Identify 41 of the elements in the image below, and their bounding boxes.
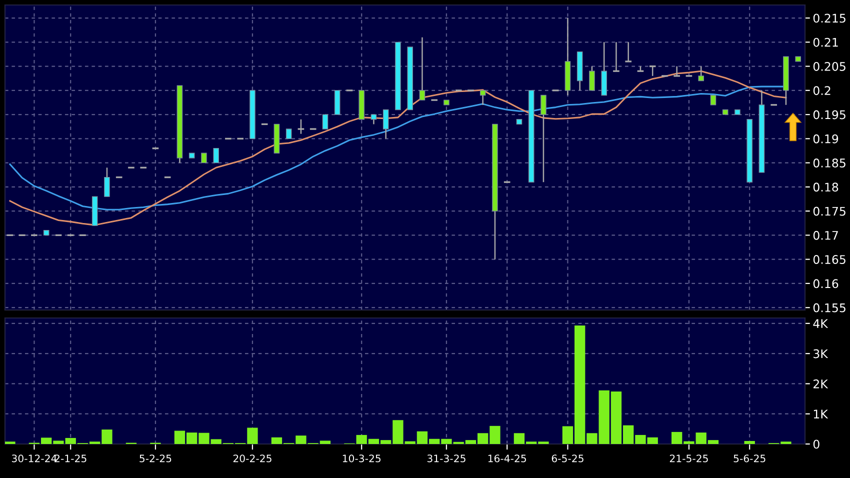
y-tick-label: 0 bbox=[813, 440, 820, 449]
y-tick-label: 4K bbox=[813, 319, 828, 328]
y-tick-label: 0.195 bbox=[813, 110, 846, 120]
x-tick-label: 16-4-25 bbox=[488, 454, 526, 462]
y-tick-label: 0.215 bbox=[813, 14, 846, 23]
y-tick-label: 0.19 bbox=[813, 134, 838, 144]
y-tick-label: 0.17 bbox=[813, 230, 838, 240]
y-tick-label: 1K bbox=[814, 410, 828, 418]
bar bbox=[744, 440, 755, 444]
x-tick-label: 10-3-25 bbox=[342, 454, 380, 462]
candlestick bbox=[540, 94, 546, 183]
candlestick bbox=[104, 167, 110, 198]
y-tick-label: 0.21 bbox=[813, 38, 838, 47]
y-tick-label: 0.18 bbox=[813, 182, 838, 192]
y-tick-label: 0.175 bbox=[813, 206, 846, 216]
x-tick-label: 20-2-25 bbox=[233, 454, 272, 462]
x-tick-label: 6-5-25 bbox=[552, 454, 584, 462]
candlestick bbox=[322, 114, 328, 130]
candlestick bbox=[698, 66, 704, 82]
line-series bbox=[9, 70, 787, 226]
candlestick bbox=[213, 148, 219, 164]
y-tick-label: 0.16 bbox=[813, 279, 838, 288]
y-tick-label: 2K bbox=[814, 379, 828, 388]
candlestick bbox=[382, 109, 389, 140]
x-tick-label: 21-5-25 bbox=[670, 454, 708, 462]
y-tick-label: 0.165 bbox=[813, 255, 846, 264]
y-tick-label: 0.155 bbox=[813, 303, 846, 312]
y-tick-label: 3K bbox=[814, 349, 828, 358]
candlestick bbox=[589, 66, 595, 92]
candlestick bbox=[201, 152, 207, 164]
x-tick-label: 31-3-25 bbox=[427, 454, 466, 462]
candlestick bbox=[419, 36, 426, 101]
y-tick-label: 0.185 bbox=[813, 158, 846, 168]
x-tick-label: 5-6-25 bbox=[734, 454, 766, 462]
candlestick bbox=[370, 114, 377, 125]
y-tick-label: 0.2 bbox=[813, 86, 830, 96]
x-tick-label: 5-2-25 bbox=[140, 454, 172, 462]
candlestick bbox=[286, 128, 292, 140]
y-tick-label: 0.205 bbox=[813, 62, 846, 71]
candlestick bbox=[480, 90, 486, 106]
candlestick bbox=[710, 94, 716, 106]
